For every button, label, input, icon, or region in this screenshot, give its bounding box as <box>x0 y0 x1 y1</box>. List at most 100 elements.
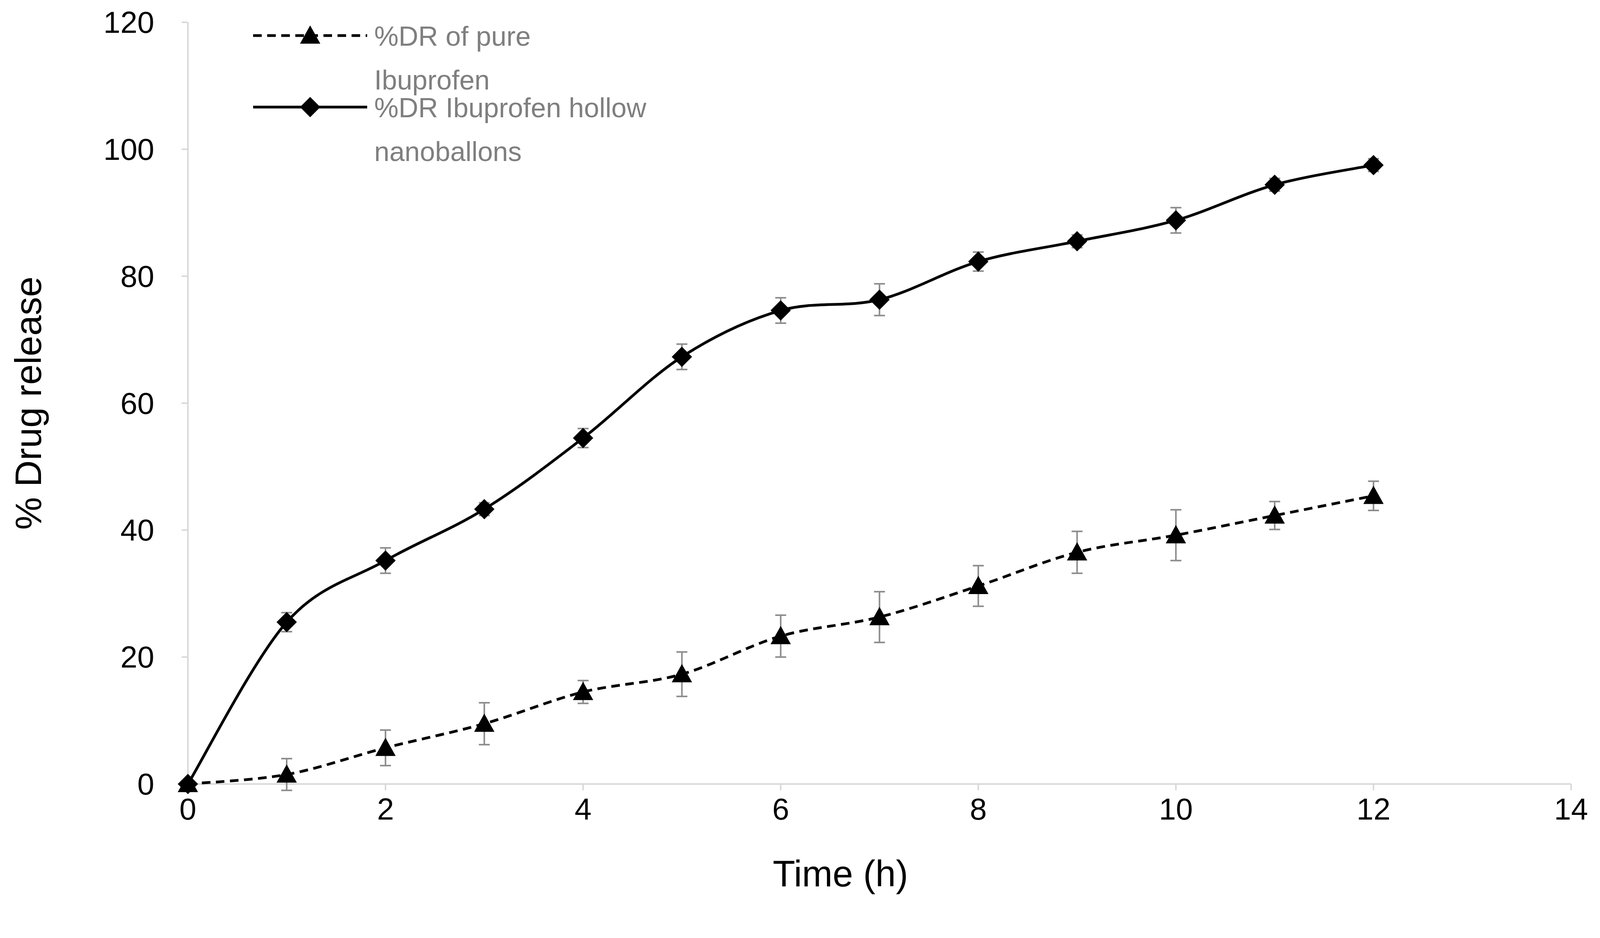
error-bar-cap <box>874 641 886 643</box>
y-tick-label: 20 <box>120 639 155 674</box>
error-bar-cap <box>676 368 688 370</box>
error-bar-cap <box>1170 508 1182 511</box>
error-bar-cap <box>281 789 293 791</box>
error-bar-cap <box>380 728 392 731</box>
marker <box>1066 230 1088 252</box>
error-bar-cap <box>1269 500 1281 502</box>
error-bar-cap <box>380 764 392 767</box>
plot-area <box>177 154 1384 794</box>
marker <box>671 346 693 367</box>
error-bar-cap <box>380 572 392 574</box>
error-bar-cap <box>775 322 787 324</box>
y-tick <box>181 275 188 277</box>
error-bar-cap <box>775 296 787 299</box>
x-tick <box>1570 783 1572 790</box>
marker <box>573 427 594 449</box>
marker <box>1264 505 1285 524</box>
legend-marker <box>300 96 321 118</box>
y-tick <box>181 21 188 24</box>
marker <box>573 681 594 700</box>
error-bar-cap <box>676 650 688 653</box>
series-line <box>187 495 1374 784</box>
series <box>177 480 1384 792</box>
x-tick <box>780 783 782 790</box>
x-tick-label: 6 <box>772 791 790 826</box>
x-tick-label: 2 <box>376 791 394 826</box>
y-tick-label: 80 <box>120 258 155 294</box>
error-bar-cap <box>775 614 787 616</box>
legend-label: %DR Ibuprofen hollownanoballons <box>374 92 647 167</box>
series <box>177 154 1384 794</box>
x-tick-label: 14 <box>1554 791 1589 826</box>
error-bar-cap <box>874 314 886 317</box>
x-tick <box>582 783 584 790</box>
error-bar-cap <box>577 679 589 681</box>
y-tick-label: 40 <box>120 512 155 547</box>
marker <box>1363 485 1384 504</box>
marker <box>967 575 989 594</box>
marker <box>474 713 495 732</box>
y-tick-label: 100 <box>103 132 155 167</box>
marker <box>1264 174 1285 195</box>
y-axis-title: % Drug release <box>7 276 49 530</box>
x-axis-title: Time (h) <box>772 852 908 894</box>
x-tick-label: 12 <box>1356 791 1391 826</box>
x-tick <box>384 783 387 790</box>
error-bar-cap <box>1170 559 1182 561</box>
error-bar-cap <box>972 564 984 567</box>
marker <box>1066 541 1088 561</box>
error-bar-cap <box>1071 572 1083 574</box>
x-tick-label: 4 <box>574 791 592 826</box>
error-bar-cap <box>577 702 589 704</box>
error-bar-cap <box>1170 206 1182 209</box>
marker <box>177 773 199 794</box>
error-bar-cap <box>874 282 886 285</box>
error-bar-cap <box>775 655 787 658</box>
error-bar-cap <box>1170 232 1182 234</box>
chart: 0 2 4 6 8 10 12 14 0 20 40 60 80 100 120 Time (h) % Drug… <box>0 0 1600 938</box>
marker <box>1165 210 1186 231</box>
error-bar-cap <box>874 590 886 593</box>
marker <box>1165 524 1186 543</box>
error-bar-cap <box>676 342 688 345</box>
error-bar-cap <box>1367 480 1379 482</box>
y-tick <box>181 655 188 658</box>
y-tick <box>181 148 188 150</box>
error-bar-cap <box>1071 530 1083 533</box>
marker <box>375 737 396 756</box>
x-tick <box>977 783 979 790</box>
error-bar-cap <box>478 743 490 745</box>
marker <box>276 611 297 633</box>
y-tick <box>181 528 188 531</box>
legend-label: %DR of pureIbuprofen <box>374 21 531 96</box>
x-tick <box>1372 783 1375 790</box>
y-tick-label: 0 <box>137 766 155 801</box>
x-tick-label: 0 <box>179 791 197 826</box>
error-bar-cap <box>1269 528 1281 531</box>
error-bar-cap <box>972 605 984 607</box>
legend: %DR of pureIbuprofen%DR Ibuprofen hollow… <box>253 21 647 167</box>
error-bar-cap <box>676 695 688 697</box>
x-axis-line <box>187 782 1572 785</box>
legend-marker <box>300 25 321 44</box>
error-bar-cap <box>478 701 490 704</box>
x-tick-label: 8 <box>969 791 987 826</box>
y-tick-label: 120 <box>103 5 155 40</box>
marker <box>671 663 693 683</box>
x-tick-label: 10 <box>1158 791 1193 826</box>
x-tick <box>1175 783 1177 790</box>
marker <box>1363 154 1384 175</box>
error-bar-cap <box>281 757 293 759</box>
error-bar-cap <box>1367 509 1379 511</box>
y-tick <box>181 402 188 404</box>
marker <box>770 300 792 321</box>
error-bar-cap <box>380 546 392 549</box>
marker <box>869 606 890 625</box>
y-tick-label: 60 <box>120 385 155 421</box>
marker <box>770 625 792 645</box>
marker <box>375 550 396 571</box>
marker <box>967 251 989 272</box>
marker <box>474 498 495 520</box>
series-line <box>187 164 1374 784</box>
marker <box>869 289 890 310</box>
